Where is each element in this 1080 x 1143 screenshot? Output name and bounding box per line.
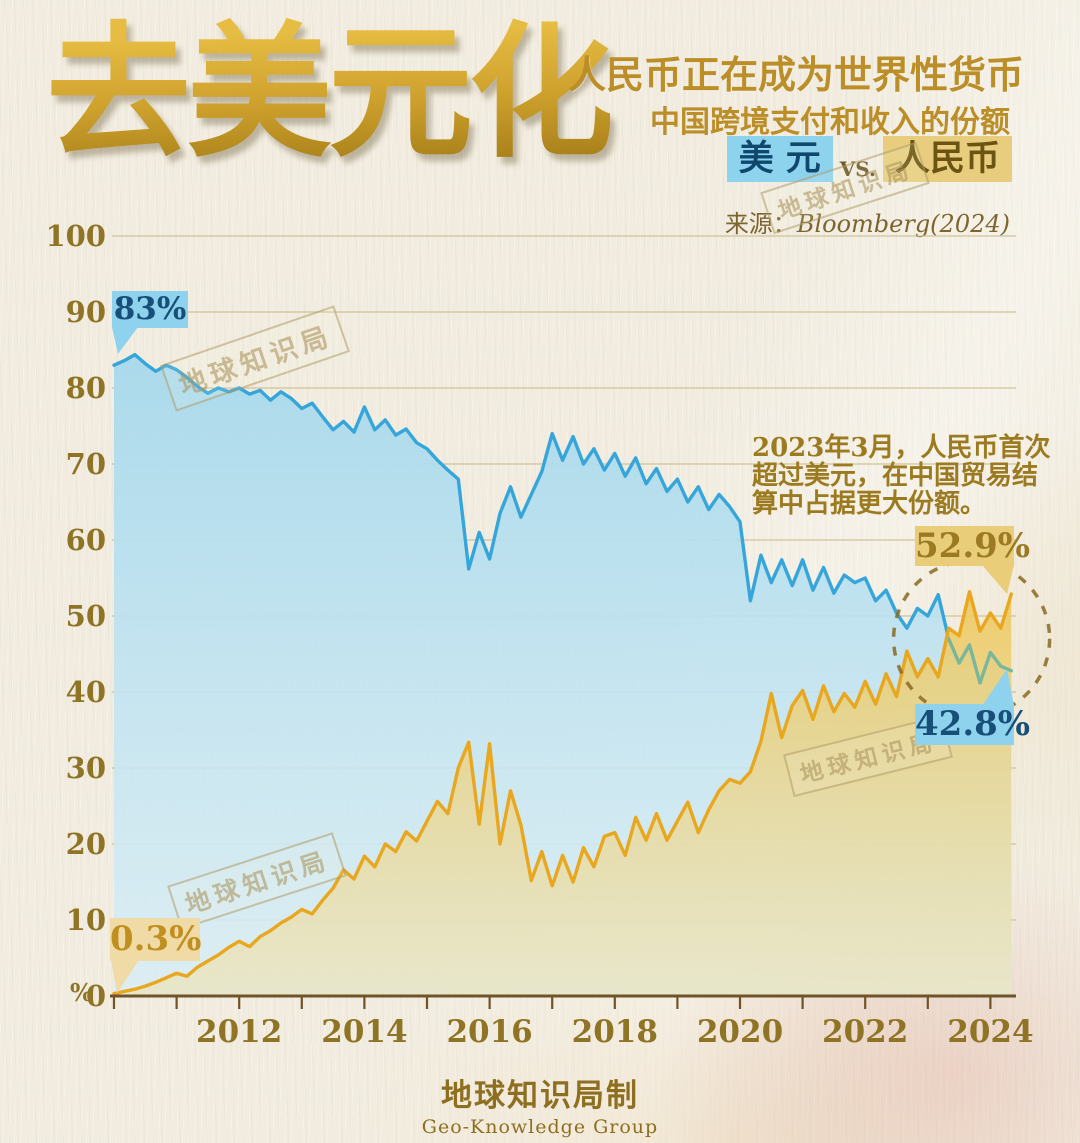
svg-text:10: 10 xyxy=(66,903,106,937)
svg-text:80: 80 xyxy=(66,371,106,405)
data-source: 来源：Bloomberg(2024) xyxy=(725,204,1010,239)
svg-text:20: 20 xyxy=(66,827,106,861)
crossover-annotation: 2023年3月，人民币首次 超过美元，在中国贸易结 算中占据更大份额。 xyxy=(752,433,1051,519)
svg-text:40: 40 xyxy=(66,675,106,709)
source-value: Bloomberg(2024) xyxy=(796,210,1010,238)
vs-label: VS. xyxy=(839,157,876,181)
svg-text:90: 90 xyxy=(66,295,106,329)
svg-text:30: 30 xyxy=(66,751,106,785)
rmb-end-value-badge: 52.9% xyxy=(915,526,1031,566)
footer-credit: 地球知识局制 Geo-Knowledge Group xyxy=(0,1070,1080,1138)
annotation-line-1: 2023年3月，人民币首次 xyxy=(752,433,1051,463)
footer-publisher: 地球知识局制 xyxy=(441,1078,639,1114)
footer-publisher-en: Geo-Knowledge Group xyxy=(421,1116,659,1138)
svg-text:2016: 2016 xyxy=(446,1014,532,1050)
legend-usd-chip: 美 元 xyxy=(726,136,833,182)
svg-text:70: 70 xyxy=(66,447,106,481)
svg-text:50: 50 xyxy=(66,599,106,633)
source-label: 来源： xyxy=(724,210,797,238)
svg-text:100: 100 xyxy=(45,219,106,253)
legend-vs-row: 美 元 VS. 人民币 xyxy=(726,136,1012,182)
svg-text:2022: 2022 xyxy=(822,1014,908,1050)
usd-start-value-badge: 83% xyxy=(112,291,188,328)
svg-text:2012: 2012 xyxy=(196,1014,282,1050)
svg-text:60: 60 xyxy=(66,523,106,557)
page-title: 去美元化 xyxy=(46,8,614,178)
svg-text:2014: 2014 xyxy=(321,1014,407,1050)
subtitle-main: 人民币正在成为世界性货币 xyxy=(567,52,1024,97)
annotation-line-2: 超过美元，在中国贸易结 xyxy=(752,461,1039,491)
y-axis-unit: % xyxy=(70,978,93,1007)
subtitle-secondary: 中国跨境支付和收入的份额 xyxy=(650,105,1010,140)
legend-rmb-chip: 人民币 xyxy=(882,136,1012,182)
annotation-line-3: 算中占据更大份额。 xyxy=(752,489,987,519)
svg-text:2024: 2024 xyxy=(947,1014,1033,1050)
svg-text:2020: 2020 xyxy=(697,1014,783,1050)
svg-text:2018: 2018 xyxy=(572,1014,658,1050)
rmb-start-value-badge: 0.3% xyxy=(110,918,202,961)
svg-text:0: 0 xyxy=(86,979,106,1013)
usd-end-value-badge: 42.8% xyxy=(915,704,1031,745)
